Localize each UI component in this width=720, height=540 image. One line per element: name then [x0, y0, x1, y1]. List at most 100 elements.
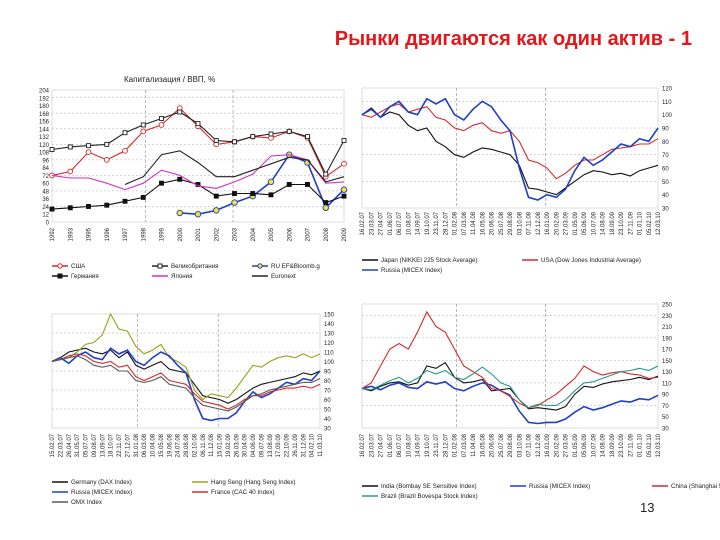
x-tick-label: 16.01.09 — [545, 433, 551, 457]
y-tick-label: 110 — [662, 100, 672, 106]
x-tick-label: 23.11.07 — [434, 433, 440, 457]
chart-title: Капитализация / ВВП, % — [124, 75, 215, 84]
x-tick-label: 23.03.07 — [369, 433, 375, 457]
y-tick-label: 180 — [39, 104, 50, 110]
point-великобритания — [250, 134, 256, 140]
x-tick-label: 05.02.10 — [647, 433, 653, 457]
point-ru-ef-bloomb-g — [231, 199, 238, 206]
x-tick-label: 16.05.08 — [480, 433, 486, 457]
y-tick-label: 130 — [662, 370, 673, 376]
legend-marker — [57, 263, 63, 269]
legend-label: Japan (NIKKEI 225 Stock Average) — [381, 257, 478, 264]
y-tick-label: 132 — [39, 135, 50, 141]
legend-label: Russia (MICEX Index) — [529, 483, 590, 490]
y-tick-label: 12 — [42, 213, 49, 219]
y-tick-label: 100 — [662, 113, 673, 119]
point-ru-ef-bloomb-g — [212, 207, 220, 214]
series-line-япония — [51, 154, 345, 191]
x-tick-label: 26.04.07 — [67, 433, 73, 457]
point-германия — [122, 198, 128, 204]
x-tick-label: 06.11.08 — [201, 433, 207, 457]
x-tick-label: 20.02.09 — [554, 433, 560, 457]
point-сша — [122, 147, 128, 154]
x-tick-label: 05.06.09 — [582, 433, 588, 457]
point-германия — [286, 182, 292, 187]
y-tick-label: 90 — [662, 127, 669, 133]
slide-number: 13 — [640, 500, 655, 515]
series-line-hang-seng-hang-seng-index — [51, 312, 321, 401]
y-tick-label: 250 — [662, 303, 673, 309]
x-tick-label: 2008 — [324, 227, 330, 241]
x-tick-label: 27.04.07 — [379, 433, 385, 457]
legend-label: Euronext — [271, 273, 296, 280]
point-великобритания — [232, 139, 237, 145]
x-tick-label: 14.09.07 — [416, 211, 422, 235]
point-великобритания — [268, 131, 274, 137]
y-tick-label: 72 — [42, 174, 49, 180]
legend-label: USA (Dow Jones Industrial Average) — [541, 257, 641, 264]
series-line-russia-micex-index — [51, 347, 321, 422]
y-tick-label: 204 — [39, 89, 50, 95]
point-германия — [232, 191, 237, 196]
x-tick-label: 2006 — [287, 227, 293, 241]
x-tick-label: 03.10.08 — [517, 433, 523, 457]
x-tick-label: 01.06.07 — [388, 433, 394, 457]
x-tick-label: 2002 — [214, 227, 220, 241]
legend-label: Russia (MICEX Index) — [71, 489, 132, 496]
point-великобритания — [67, 144, 73, 150]
y-tick-label: 50 — [662, 180, 669, 186]
x-tick-label: 31.12.09 — [301, 433, 307, 457]
x-tick-label: 06.03.08 — [142, 433, 148, 457]
point-ru-ef-bloomb-g — [267, 178, 275, 186]
y-tick-label: 50 — [324, 408, 331, 414]
x-tick-label: 03.10.08 — [517, 211, 523, 235]
y-tick-label: 0 — [46, 221, 50, 227]
y-tick-label: 100 — [324, 360, 335, 366]
x-tick-label: 28.08.08 — [184, 433, 190, 457]
x-tick-label: 24.07.08 — [176, 433, 182, 457]
y-tick-label: 120 — [662, 87, 673, 93]
point-сша — [341, 160, 347, 167]
series-line-china-shanghai-50-composite-index — [361, 310, 659, 409]
series-line-omx-index — [51, 355, 321, 412]
x-tick-label: 18.09.09 — [610, 433, 616, 457]
x-tick-label: 26.03.09 — [234, 433, 240, 457]
point-германия — [213, 193, 219, 199]
x-tick-label: 12.03.10 — [656, 433, 662, 457]
legend-label: China (Shanghai 50 Composite Index) — [671, 483, 720, 490]
y-tick-label: 110 — [324, 351, 334, 357]
y-tick-label: 40 — [662, 193, 669, 199]
point-ru-ef-bloomb-g — [340, 186, 348, 193]
point-германия — [67, 205, 73, 211]
series-line-brazil-brazil-bovespa-stock-index — [361, 365, 659, 409]
y-tick-label: 36 — [42, 197, 49, 203]
plot-area — [51, 89, 345, 223]
legend-label: Германия — [71, 273, 99, 280]
point-великобритания — [305, 134, 310, 140]
y-tick-label: 120 — [39, 143, 50, 149]
point-германия — [323, 200, 329, 206]
x-tick-label: 09.08.07 — [92, 433, 98, 457]
x-tick-label: 05.07.07 — [84, 433, 90, 457]
x-tick-label: 2000 — [178, 227, 184, 241]
y-tick-label: 96 — [42, 158, 49, 164]
y-tick-label: 50 — [662, 415, 669, 421]
x-tick-label: 15.05.08 — [159, 433, 165, 457]
y-tick-label: 80 — [324, 379, 331, 385]
x-tick-label: 1993 — [68, 227, 74, 241]
x-tick-label: 16.05.08 — [480, 211, 486, 235]
x-tick-label: 12.12.08 — [536, 433, 542, 457]
x-tick-label: 2009 — [342, 227, 348, 241]
x-tick-label: 11.04.08 — [471, 211, 477, 235]
y-tick-label: 130 — [324, 332, 335, 338]
x-tick-label: 2003 — [233, 227, 239, 241]
x-tick-label: 28.12.07 — [443, 433, 449, 457]
x-tick-label: 15.01.09 — [218, 433, 224, 457]
x-tick-label: 01.01.10 — [638, 211, 644, 235]
x-tick-label: 09.07.09 — [259, 433, 265, 457]
x-tick-label: 23.11.07 — [434, 211, 440, 235]
y-tick-label: 60 — [662, 167, 669, 173]
x-tick-label: 29.08.08 — [508, 433, 514, 457]
x-tick-label: 20.02.09 — [554, 211, 560, 235]
